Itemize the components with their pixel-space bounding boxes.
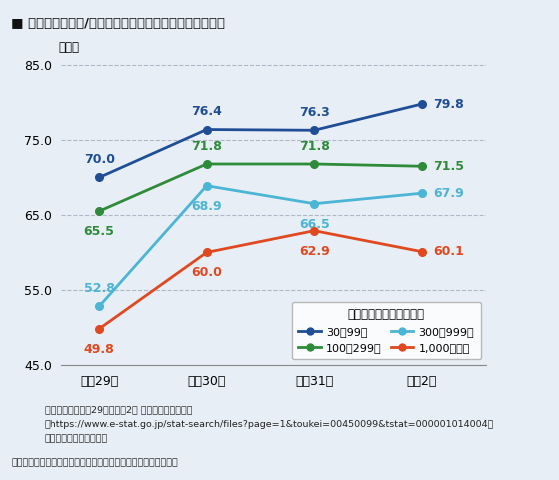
Text: （https://www.e-stat.go.jp/stat-search/files?page=1&toukei=00450099&tstat=0000010: （https://www.e-stat.go.jp/stat-search/fi… xyxy=(45,420,494,429)
Text: 76.3: 76.3 xyxy=(299,106,330,119)
Text: 71.8: 71.8 xyxy=(191,140,222,153)
Text: 76.4: 76.4 xyxy=(191,106,222,119)
Text: 71.5: 71.5 xyxy=(433,160,464,173)
Text: （＊）傷病休暇、療養休暇など名称は企業によって異なります。: （＊）傷病休暇、療養休暇など名称は企業によって異なります。 xyxy=(11,458,178,468)
Text: （％）: （％） xyxy=(58,41,79,54)
Text: 厉生労働省「平成29年～令和2年 就労条件総合調査」: 厉生労働省「平成29年～令和2年 就労条件総合調査」 xyxy=(45,406,192,415)
Legend: 30～99人, 100～299人, 300～999人, 1,000人以上: 30～99人, 100～299人, 300～999人, 1,000人以上 xyxy=(292,302,481,359)
Text: 70.0: 70.0 xyxy=(84,154,115,167)
Text: 68.9: 68.9 xyxy=(191,200,222,213)
Text: 67.9: 67.9 xyxy=(433,187,463,200)
Text: 49.8: 49.8 xyxy=(84,343,115,356)
Text: 79.8: 79.8 xyxy=(433,97,463,110)
Text: 66.5: 66.5 xyxy=(299,217,330,230)
Text: 71.8: 71.8 xyxy=(299,140,330,153)
Text: 60.1: 60.1 xyxy=(433,245,464,258)
Text: 60.0: 60.0 xyxy=(191,266,222,279)
Text: 65.5: 65.5 xyxy=(84,225,115,238)
Text: ■ 病気休暇（有給/無給は問わず）がない企業割合の推移: ■ 病気休暇（有給/無給は問わず）がない企業割合の推移 xyxy=(11,17,225,30)
Text: 52.8: 52.8 xyxy=(84,282,115,295)
Text: 62.9: 62.9 xyxy=(299,245,330,258)
Text: をもとにアフラック作成: をもとにアフラック作成 xyxy=(45,434,108,444)
